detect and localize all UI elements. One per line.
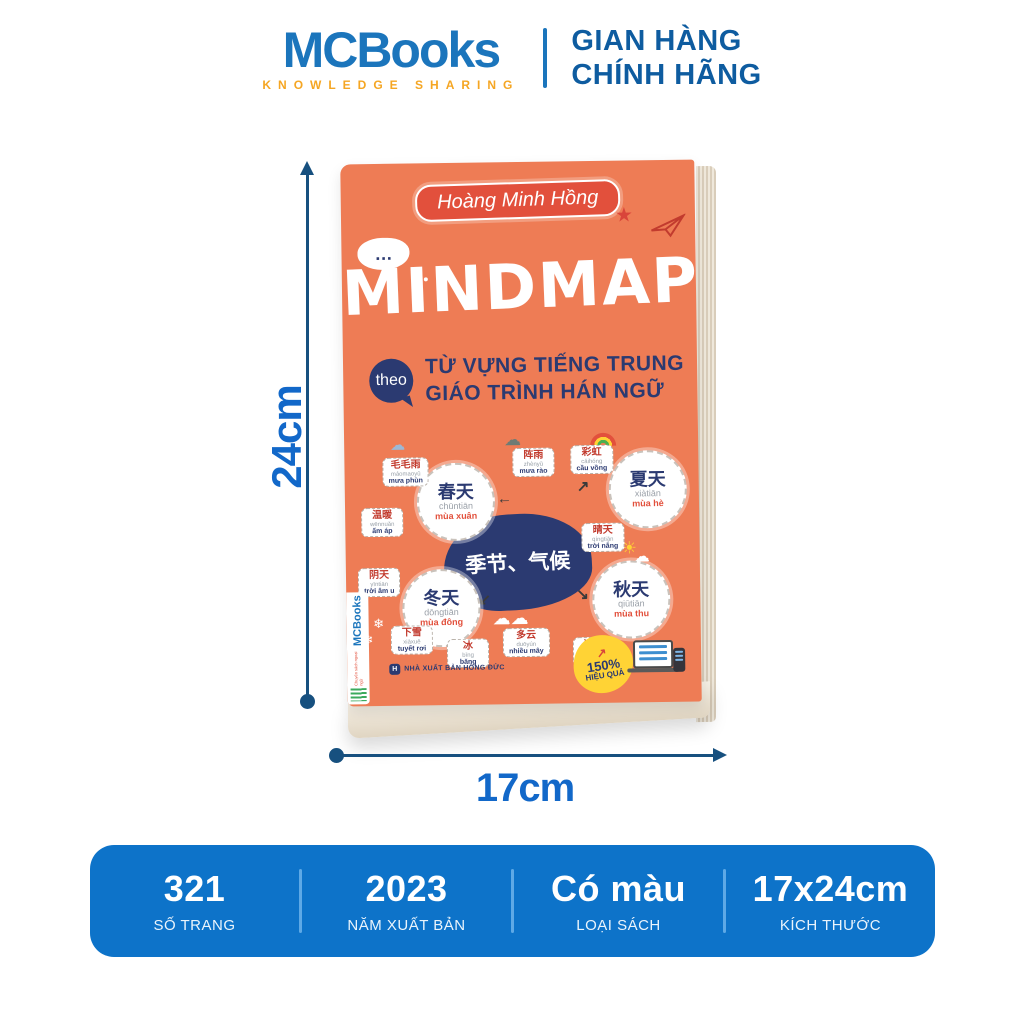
- node-pinyin: xiàtiān: [634, 488, 661, 499]
- book: Hoàng Minh Hồng … ★ MINDMAP theo TỪ VỰNG…: [340, 158, 716, 740]
- spine-tagline: Chuyên sách ngoại ngữ: [353, 651, 364, 686]
- spine-brand-strip: MCBooks Chuyên sách ngoại ngữ: [346, 592, 370, 705]
- paper-plane-icon: [651, 213, 687, 238]
- node-viet: mùa thu: [613, 608, 650, 620]
- tag-hanzi: 下雪: [401, 627, 422, 639]
- mindmap-tag: 温暖 wēnnuǎn ấm áp: [361, 507, 404, 538]
- header-divider: [543, 28, 548, 89]
- laptop-base-icon: [627, 667, 680, 673]
- tag-viet: trời nắng: [587, 542, 619, 550]
- tag-hanzi: 阵雨: [523, 449, 544, 461]
- mindmap-node-summer: 夏天 xiàtiān mùa hè: [608, 449, 688, 529]
- phone-icon: [673, 647, 686, 672]
- mindmap-node-autumn: 秋天 qiūtiān mùa thu: [591, 559, 671, 640]
- spec-year: 2023 NĂM XUẤT BẢN: [302, 868, 511, 934]
- star-doodle-icon: ★: [614, 204, 634, 227]
- height-dimension-label: 24cm: [263, 385, 310, 489]
- author-name: Hoàng Minh Hồng: [414, 178, 621, 223]
- subtitle-lines: TỪ VỰNG TIẾNG TRUNG GIÁO TRÌNH HÁN NGỮ: [425, 350, 685, 408]
- book-subtitle: theo TỪ VỰNG TIẾNG TRUNG GIÁO TRÌNH HÁN …: [368, 350, 685, 409]
- spec-value: 321: [163, 868, 226, 909]
- brand-name: MCBooks: [282, 21, 502, 78]
- book-cover: Hoàng Minh Hồng … ★ MINDMAP theo TỪ VỰNG…: [340, 159, 702, 707]
- spec-book-type: Có màu LOẠI SÁCH: [514, 868, 723, 934]
- node-pinyin: chūntiān: [438, 501, 474, 512]
- tag-hanzi: 多云: [516, 629, 537, 642]
- effectiveness-badge: ↗ 150% HIỆU QUẢ: [569, 630, 692, 700]
- book-title: MINDMAP: [340, 242, 701, 331]
- arrow-to-autumn-icon: ↘: [576, 586, 589, 604]
- subtitle-line1: TỪ VỰNG TIẾNG TRUNG: [424, 351, 685, 379]
- brand-tagline: KNOWLEDGE SHARING: [262, 77, 520, 92]
- arrow-to-summer-icon: ↗: [576, 478, 590, 496]
- spec-label: NĂM XUẤT BẢN: [347, 917, 466, 934]
- store-line2: CHÍNH HÃNG: [571, 59, 762, 92]
- tag-hanzi: 晴天: [592, 524, 613, 537]
- width-dimension-label: 17cm: [475, 766, 575, 810]
- mindmap-tag: 彩虹 cǎihóng cầu vồng: [570, 444, 614, 475]
- tag-hanzi: 温暖: [372, 509, 393, 522]
- node-hanzi: 秋天: [613, 578, 650, 600]
- node-hanzi: 冬天: [423, 587, 460, 608]
- mindmap-tag: 晴天 qíngtiān trời nắng: [581, 522, 625, 553]
- tag-hanzi: 彩虹: [581, 446, 602, 459]
- badge-blob: ↗ 150% HIỆU QUẢ: [569, 630, 638, 698]
- mindmap-tag: 阵雨 zhènyǔ mưa rào: [512, 447, 555, 478]
- clouds-icon: ☁☁: [492, 607, 529, 629]
- tag-viet: ấm áp: [372, 527, 393, 535]
- node-pinyin: qiūtiān: [618, 598, 645, 610]
- arrow-to-spring-icon: ←: [496, 490, 513, 508]
- tag-viet: mưa phùn: [388, 477, 423, 485]
- tag-hanzi: 阴天: [369, 569, 390, 582]
- node-hanzi: 夏天: [629, 468, 666, 490]
- spec-divider: [299, 869, 302, 933]
- spine-stripes-icon: [350, 688, 367, 702]
- rain-cloud-icon: ☁: [390, 436, 406, 454]
- tag-viet: nhiều mây: [509, 647, 544, 655]
- spec-size: 17x24cm KÍCH THƯỚC: [726, 868, 935, 934]
- tag-viet: tuyết rơi: [397, 645, 427, 653]
- tag-viet: mưa rào: [519, 467, 548, 475]
- height-dimension-line: [300, 161, 315, 709]
- spec-pages: 321 SỐ TRANG: [90, 868, 299, 934]
- node-viet: mùa xuân: [435, 511, 478, 522]
- store-line1: GIAN HÀNG: [571, 25, 742, 57]
- spec-label: LOẠI SÁCH: [576, 917, 661, 934]
- spine-brand: MCBooks: [351, 595, 364, 647]
- mindmap-tag: 多云 duōyún nhiều mây: [502, 627, 550, 658]
- mindmap-tag: 下雪 xiàxuě tuyết rơi: [390, 625, 434, 655]
- theo-speech-bubble: theo: [368, 358, 414, 404]
- spec-divider: [723, 869, 726, 933]
- laptop-icon: [632, 639, 674, 669]
- publisher-line: H NHÀ XUẤT BẢN HỒNG ĐỨC: [389, 662, 505, 675]
- spec-label: KÍCH THƯỚC: [779, 917, 882, 934]
- header: MCBooks KNOWLEDGE SHARING GIAN HÀNG CHÍN…: [0, 24, 1024, 92]
- tag-viet: cầu vồng: [576, 464, 608, 473]
- tag-hanzi: 毛毛雨: [390, 459, 421, 471]
- mcbooks-logo: MCBooks KNOWLEDGE SHARING: [262, 25, 519, 92]
- store-badge: GIAN HÀNG CHÍNH HÃNG: [571, 24, 761, 92]
- spec-value: 2023: [365, 868, 448, 909]
- subtitle-line2: GIÁO TRÌNH HÁN NGỮ: [425, 379, 665, 406]
- node-pinyin: dōngtiān: [424, 607, 459, 618]
- spec-label: SỐ TRANG: [153, 917, 236, 934]
- width-dimension-line: [329, 748, 727, 763]
- spec-divider: [511, 869, 514, 933]
- spec-value: 17x24cm: [752, 868, 909, 909]
- mindmap-tag: 毛毛雨 máomaoyǔ mưa phùn: [382, 457, 429, 488]
- tag-hanzi: 冰: [462, 640, 474, 652]
- node-viet: mùa hè: [632, 498, 664, 509]
- tag-viet: trời âm u: [364, 587, 395, 596]
- spec-value: Có màu: [550, 868, 686, 909]
- publisher-name: NHÀ XUẤT BẢN HỒNG ĐỨC: [404, 664, 505, 673]
- specs-bar: 321 SỐ TRANG 2023 NĂM XUẤT BẢN Có màu LO…: [90, 845, 935, 957]
- node-hanzi: 春天: [437, 481, 474, 502]
- publisher-logo-icon: H: [389, 663, 401, 675]
